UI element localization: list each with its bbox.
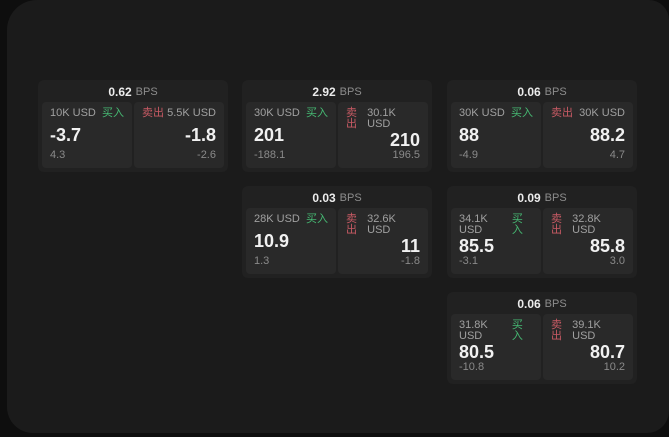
quote-card: 2.92 BPS 30K USD 买入 201 -188.1 卖出 30.1K …	[242, 80, 432, 172]
sell-pane[interactable]: 卖出 39.1K USD 80.7 10.2	[543, 314, 633, 380]
buy-price: 201	[254, 124, 285, 145]
buy-amount: 10K USD	[50, 107, 96, 119]
bps-header: 0.06 BPS	[451, 294, 633, 314]
buy-delta: -4.9	[459, 149, 478, 161]
sell-delta: -2.6	[197, 149, 216, 161]
buy-amount: 30K USD	[254, 107, 300, 119]
buy-tag[interactable]: 买入	[511, 107, 533, 119]
bps-header: 0.62 BPS	[42, 82, 224, 102]
sell-pane[interactable]: 卖出 5.5K USD -1.8 -2.6	[134, 102, 224, 168]
quote-card: 0.62 BPS 10K USD 买入 -3.7 4.3 卖出 5.5K USD…	[38, 80, 228, 172]
sell-tag[interactable]: 卖出	[346, 107, 357, 130]
sell-amount: 32.8K USD	[572, 213, 601, 236]
buy-delta: -10.8	[459, 361, 485, 373]
bps-unit-label: BPS	[544, 298, 567, 310]
sell-price: 210	[389, 130, 420, 150]
buy-amount: 28K USD	[254, 213, 300, 225]
quote-card: 0.06 BPS 31.8K USD 买入 80.5 -10.8 卖出 39.1…	[447, 292, 637, 384]
sell-delta: -1.8	[401, 255, 420, 267]
quote-card: 0.09 BPS 34.1K USD 买入 85.5 -3.1 卖出 32.8K…	[447, 186, 637, 278]
buy-pane[interactable]: 30K USD 买入 88 -4.9	[451, 102, 541, 168]
buy-tag[interactable]: 买入	[511, 319, 523, 342]
buy-delta: -3.1	[459, 255, 478, 267]
sell-amount: 5.5K USD	[167, 107, 216, 119]
sell-price: 80.7	[589, 342, 625, 362]
sell-pane[interactable]: 卖出 30K USD 88.2 4.7	[543, 102, 633, 168]
bps-value: 0.03	[312, 191, 336, 205]
sell-delta: 10.2	[603, 361, 625, 373]
buy-price: -3.7	[50, 124, 82, 145]
buy-amount: 31.8K USD	[459, 319, 488, 342]
buy-pane[interactable]: 30K USD 买入 201 -188.1	[246, 102, 336, 168]
sell-price: -1.8	[184, 124, 216, 145]
sell-tag[interactable]: 卖出	[551, 107, 573, 119]
quote-card-body: 34.1K USD 买入 85.5 -3.1 卖出 32.8K USD 85.8…	[451, 208, 633, 274]
sell-tag[interactable]: 卖出	[551, 213, 562, 236]
buy-tag[interactable]: 买入	[102, 107, 124, 119]
bps-unit-label: BPS	[544, 86, 567, 98]
quote-card: 0.06 BPS 30K USD 买入 88 -4.9 卖出 30K USD 8…	[447, 80, 637, 172]
quote-card: 0.03 BPS 28K USD 买入 10.9 1.3 卖出 32.6K US…	[242, 186, 432, 278]
sell-delta: 3.0	[609, 255, 625, 267]
bps-value: 0.62	[108, 85, 132, 99]
bps-header: 0.09 BPS	[451, 188, 633, 208]
bps-unit-label: BPS	[339, 192, 362, 204]
bps-header: 2.92 BPS	[246, 82, 428, 102]
sell-amount: 30.1K USD	[367, 107, 396, 130]
buy-tag[interactable]: 买入	[306, 213, 328, 225]
buy-tag[interactable]: 买入	[511, 213, 523, 236]
buy-amount: 30K USD	[459, 107, 505, 119]
bps-header: 0.03 BPS	[246, 188, 428, 208]
buy-delta: 4.3	[50, 149, 66, 161]
quote-card-body: 28K USD 买入 10.9 1.3 卖出 32.6K USD 11 -1.8	[246, 208, 428, 274]
quote-card-body: 10K USD 买入 -3.7 4.3 卖出 5.5K USD -1.8 -2.…	[42, 102, 224, 168]
sell-delta: 196.5	[392, 149, 420, 161]
bps-value: 0.06	[517, 297, 541, 311]
bps-value: 0.06	[517, 85, 541, 99]
sell-pane[interactable]: 卖出 32.8K USD 85.8 3.0	[543, 208, 633, 274]
bps-value: 2.92	[312, 85, 336, 99]
sell-tag[interactable]: 卖出	[142, 107, 164, 119]
buy-price: 88	[459, 124, 480, 145]
quote-card-body: 30K USD 买入 88 -4.9 卖出 30K USD 88.2 4.7	[451, 102, 633, 168]
quote-card-body: 30K USD 买入 201 -188.1 卖出 30.1K USD 210 1…	[246, 102, 428, 168]
bps-unit-label: BPS	[544, 192, 567, 204]
buy-pane[interactable]: 31.8K USD 买入 80.5 -10.8	[451, 314, 541, 380]
bps-value: 0.09	[517, 191, 541, 205]
sell-tag[interactable]: 卖出	[346, 213, 357, 236]
buy-pane[interactable]: 34.1K USD 买入 85.5 -3.1	[451, 208, 541, 274]
sell-amount: 32.6K USD	[367, 213, 396, 236]
bps-unit-label: BPS	[135, 86, 158, 98]
buy-price: 85.5	[459, 236, 495, 256]
buy-delta: -188.1	[254, 149, 286, 161]
buy-tag[interactable]: 买入	[306, 107, 328, 119]
buy-pane[interactable]: 10K USD 买入 -3.7 4.3	[42, 102, 132, 168]
sell-price: 85.8	[589, 236, 625, 256]
sell-amount: 39.1K USD	[572, 319, 601, 342]
quote-card-body: 31.8K USD 买入 80.5 -10.8 卖出 39.1K USD 80.…	[451, 314, 633, 380]
bps-header: 0.06 BPS	[451, 82, 633, 102]
sell-price: 11	[400, 236, 420, 256]
buy-pane[interactable]: 28K USD 买入 10.9 1.3	[246, 208, 336, 274]
bps-unit-label: BPS	[339, 86, 362, 98]
sell-delta: 4.7	[609, 149, 625, 161]
buy-price: 10.9	[254, 230, 290, 251]
buy-delta: 1.3	[254, 255, 270, 267]
sell-pane[interactable]: 卖出 30.1K USD 210 196.5	[338, 102, 428, 168]
sell-tag[interactable]: 卖出	[551, 319, 562, 342]
buy-price: 80.5	[459, 342, 495, 362]
sell-amount: 30K USD	[579, 107, 625, 119]
buy-amount: 34.1K USD	[459, 213, 488, 236]
sell-price: 88.2	[589, 124, 625, 145]
sell-pane[interactable]: 卖出 32.6K USD 11 -1.8	[338, 208, 428, 274]
